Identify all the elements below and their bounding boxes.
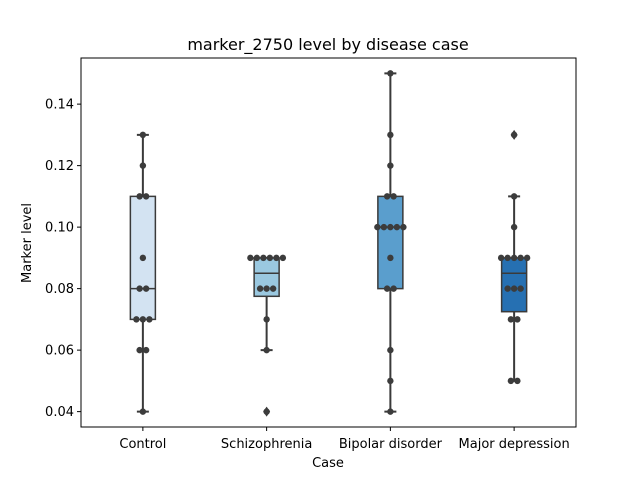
data-point	[263, 316, 270, 323]
data-point	[507, 377, 515, 385]
data-point	[383, 193, 391, 200]
data-point	[383, 285, 391, 292]
data-point	[387, 131, 394, 139]
data-point	[260, 254, 267, 262]
data-point	[269, 285, 277, 292]
data-point	[504, 285, 511, 292]
data-point	[523, 254, 531, 262]
data-point	[142, 285, 150, 292]
data-point	[387, 346, 394, 354]
y-tick-label: 0.10	[45, 221, 74, 236]
chart-title: marker_2750 level by disease case	[187, 35, 468, 55]
x-tick-label: Bipolar disorder	[339, 437, 443, 452]
data-point	[510, 193, 518, 200]
data-point	[510, 254, 518, 262]
y-tick-label: 0.04	[45, 405, 74, 420]
data-point	[387, 377, 394, 385]
data-point	[139, 408, 147, 415]
data-point	[374, 223, 381, 231]
data-point	[263, 408, 270, 415]
y-tick-label: 0.06	[45, 344, 74, 359]
x-axis-label: Case	[312, 456, 344, 471]
y-axis-label: Marker level	[20, 203, 35, 283]
plot-area: 0.04 0.06 0.08 0.10 0.12 0.14 Control Schizophr…	[45, 57, 577, 452]
data-point	[400, 223, 407, 231]
data-point	[510, 131, 518, 139]
data-point	[510, 285, 518, 292]
data-point	[136, 346, 143, 354]
data-point	[517, 285, 524, 292]
data-point	[263, 346, 270, 354]
data-point	[387, 162, 394, 169]
data-point	[279, 254, 287, 262]
data-point	[139, 254, 147, 262]
data-point	[387, 223, 394, 231]
data-point	[139, 316, 147, 323]
data-point	[266, 254, 274, 262]
data-point	[380, 223, 388, 231]
x-tick-label: Schizophrenia	[221, 437, 312, 452]
data-point	[136, 193, 143, 200]
x-tick-label: Major depression	[459, 437, 570, 452]
y-tick-label: 0.08	[45, 282, 74, 297]
axes-frame	[80, 57, 577, 428]
data-point	[273, 254, 280, 262]
data-point	[142, 346, 150, 354]
data-point	[390, 285, 397, 292]
data-point	[256, 285, 264, 292]
x-tick-label: Control	[119, 437, 166, 452]
y-tick-label: 0.12	[45, 159, 74, 174]
data-point	[393, 223, 401, 231]
data-point	[263, 285, 270, 292]
box	[377, 195, 404, 290]
data-point	[390, 193, 397, 200]
data-point	[139, 131, 147, 139]
data-point	[514, 377, 521, 385]
data-point	[517, 254, 524, 262]
data-point	[142, 193, 150, 200]
data-point	[507, 316, 515, 323]
data-point	[514, 316, 521, 323]
data-point	[253, 254, 261, 262]
data-point	[136, 285, 143, 292]
data-point	[247, 254, 254, 262]
data-point	[146, 316, 153, 323]
data-point	[139, 162, 147, 169]
data-point	[504, 254, 511, 262]
data-point	[387, 408, 394, 415]
data-point	[510, 223, 518, 231]
y-tick-label: 0.14	[45, 98, 74, 113]
data-point	[133, 316, 140, 323]
data-point	[387, 70, 394, 77]
data-point	[387, 254, 394, 262]
data-point	[497, 254, 505, 262]
box	[500, 257, 528, 313]
